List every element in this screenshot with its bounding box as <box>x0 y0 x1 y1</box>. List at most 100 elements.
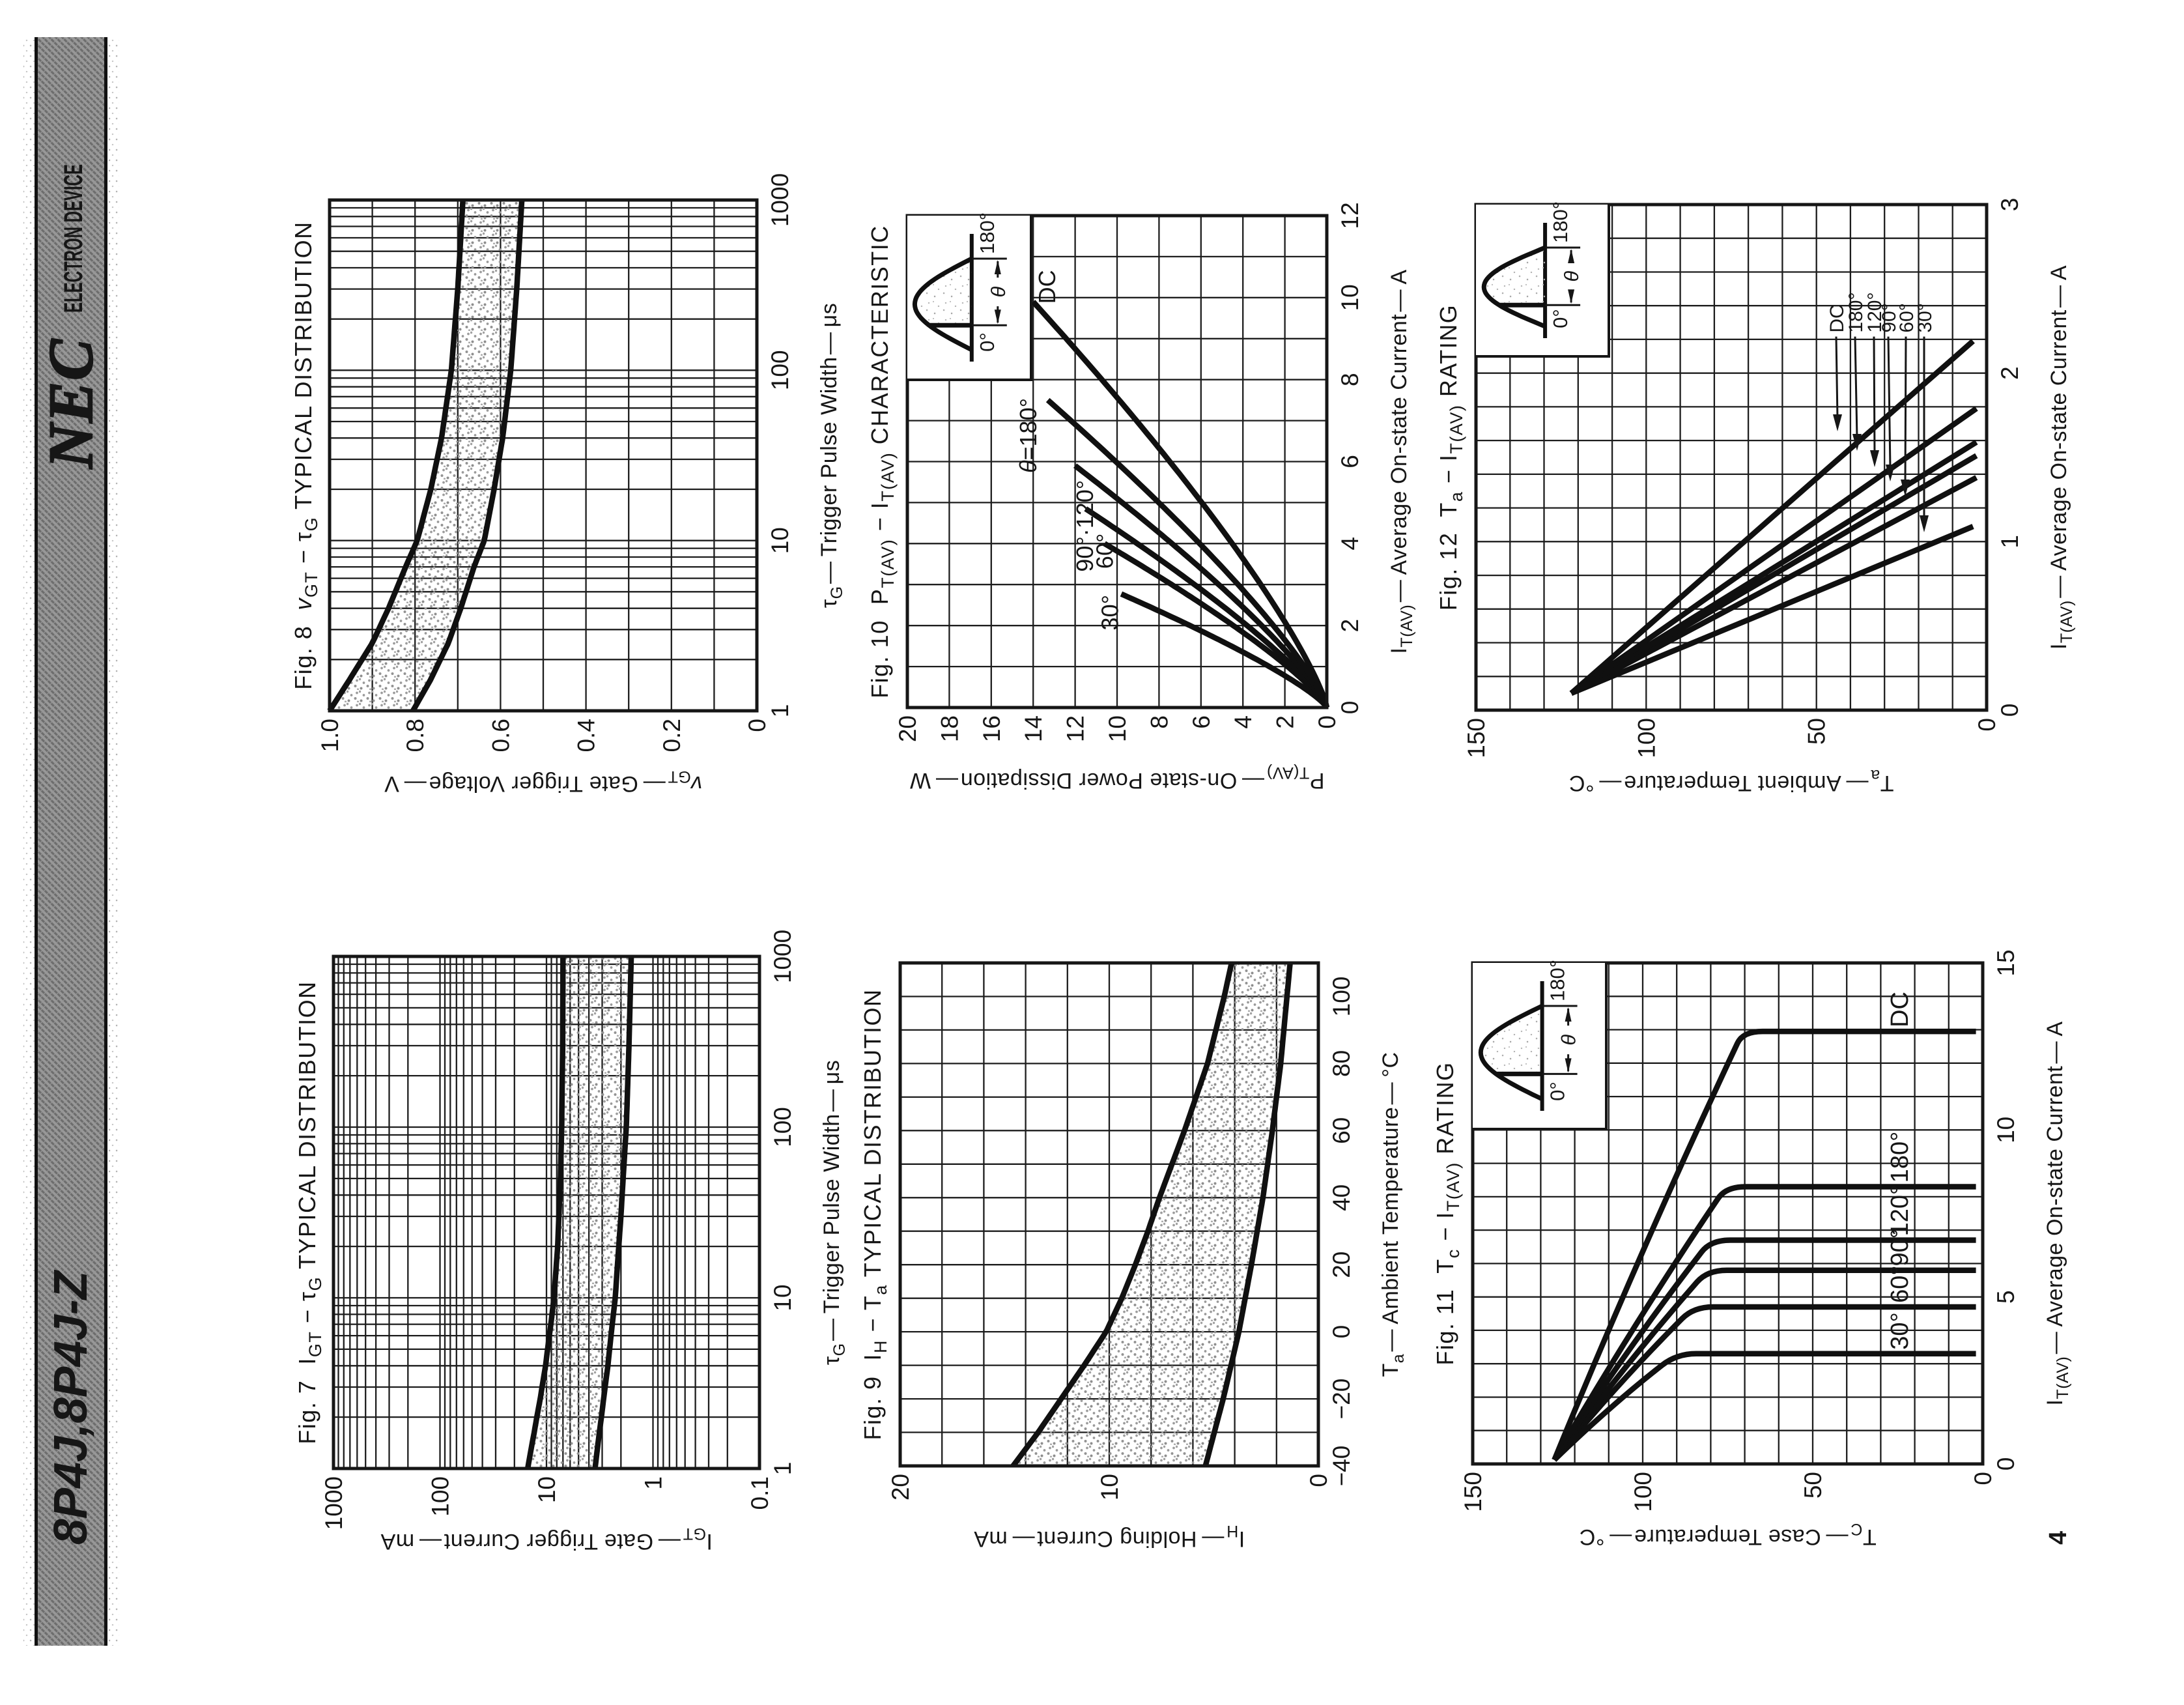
svg-text:1: 1 <box>1996 535 2023 549</box>
svg-text:60: 60 <box>1328 1117 1355 1144</box>
svg-text:Fig. 11 Tc​ − IT(AV)​ RATING: Fig. 11 Tc​ − IT(AV)​ RATING <box>1432 1061 1463 1365</box>
svg-text:0: 0 <box>1328 1325 1355 1339</box>
svg-text:θ: θ <box>1560 271 1583 282</box>
svg-text:8: 8 <box>1337 373 1363 386</box>
svg-text:90°: 90° <box>1886 1229 1914 1266</box>
svg-text:Fig. 8 vGT​ − τG​ TYPICAL DIS: Fig. 8 vGT​ − τG​ TYPICAL DISTRIBUTION <box>290 221 321 689</box>
svg-text:θ: θ <box>987 287 1010 298</box>
svg-text:0°: 0° <box>1546 1082 1569 1101</box>
svg-text:0.2: 0.2 <box>659 719 685 752</box>
svg-text:150: 150 <box>1463 718 1490 758</box>
svg-text:IT(AV)​ — Average On-state Cur: IT(AV)​ — Average On-state Current — A <box>2043 1021 2072 1405</box>
svg-text:10: 10 <box>769 1284 796 1311</box>
svg-text:8: 8 <box>1146 715 1172 729</box>
svg-text:0.6: 0.6 <box>487 719 514 752</box>
svg-text:180°: 180° <box>976 212 999 254</box>
svg-text:Ta​ — Ambient Temperature — °C: Ta​ — Ambient Temperature — °C <box>1568 766 1893 795</box>
svg-text:IT(AV)​ — Average On-state Cur: IT(AV)​ — Average On-state Current — A <box>2047 265 2076 650</box>
svg-text:Fig. 12 Ta​ − IT(AV)​ RATING: Fig. 12 Ta​ − IT(AV)​ RATING <box>1435 304 1466 610</box>
svg-text:60°: 60° <box>1896 303 1918 332</box>
svg-text:0.4: 0.4 <box>573 719 600 752</box>
svg-text:2: 2 <box>1272 715 1299 729</box>
svg-text:120°: 120° <box>1864 293 1886 333</box>
svg-text:TC​ — Case Temperature — °C: TC​ — Case Temperature — °C <box>1579 1520 1876 1549</box>
svg-text:180°: 180° <box>1549 201 1572 243</box>
svg-text:1.0: 1.0 <box>317 719 343 752</box>
svg-text:0.1: 0.1 <box>746 1476 773 1510</box>
svg-text:50: 50 <box>1800 1472 1826 1498</box>
svg-text:0: 0 <box>1314 715 1340 729</box>
svg-text:IH​ — Holding Current — mA: IH​ — Holding Current — mA <box>974 1522 1245 1551</box>
svg-text:1000: 1000 <box>769 930 796 983</box>
svg-text:IT(AV)​ — Average On-state Cur: IT(AV)​ — Average On-state Current — A <box>1387 269 1416 653</box>
svg-text:90°: 90° <box>1879 303 1900 332</box>
svg-text:14: 14 <box>1020 715 1047 742</box>
svg-text:DC: DC <box>1826 304 1848 332</box>
svg-text:0°: 0° <box>1549 309 1572 328</box>
svg-text:4: 4 <box>1337 537 1363 551</box>
svg-text:16: 16 <box>978 715 1005 742</box>
svg-text:2: 2 <box>1337 619 1363 633</box>
svg-text:IGT​ — Gate Trigger Current —: IGT​ — Gate Trigger Current — mA <box>380 1525 713 1554</box>
svg-text:8P4J,8P4J-Z: 8P4J,8P4J-Z <box>45 1269 97 1545</box>
svg-text:10: 10 <box>1993 1117 2019 1143</box>
svg-text:0: 0 <box>1305 1474 1332 1487</box>
svg-text:40: 40 <box>1328 1184 1355 1211</box>
svg-text:0.8: 0.8 <box>402 719 429 752</box>
svg-text:0: 0 <box>1974 718 2000 732</box>
svg-text:15: 15 <box>1993 949 2019 976</box>
svg-text:6: 6 <box>1188 715 1215 729</box>
svg-text:0: 0 <box>1337 701 1363 715</box>
svg-text:30°: 30° <box>1914 303 1936 332</box>
svg-text:vGT​ — Gate Trigger Voltage —: vGT​ — Gate Trigger Voltage — V <box>384 767 703 796</box>
svg-text:100: 100 <box>1328 977 1355 1017</box>
svg-text:Fig. 9 IH​ − Ta​ TYPICAL DIST: Fig. 9 IH​ − Ta​ TYPICAL DISTRIBUTION <box>859 988 890 1440</box>
svg-text:DC: DC <box>1886 992 1914 1027</box>
svg-text:0: 0 <box>1970 1472 1996 1485</box>
svg-text:180°: 180° <box>1546 960 1569 1001</box>
svg-text:1000: 1000 <box>320 1476 347 1530</box>
svg-text:1: 1 <box>640 1476 667 1490</box>
svg-text:0: 0 <box>744 719 771 732</box>
svg-text:90°·120°: 90°·120° <box>1071 480 1098 572</box>
svg-text:τG​ — Trigger Pulse Width — μs: τG​ — Trigger Pulse Width — μs <box>817 303 846 609</box>
svg-text:12: 12 <box>1337 202 1363 229</box>
svg-text:0: 0 <box>1993 1457 2019 1471</box>
svg-text:180°: 180° <box>1886 1132 1914 1183</box>
svg-text:−40: −40 <box>1328 1446 1355 1487</box>
svg-text:NEC: NEC <box>36 338 106 469</box>
svg-text:3: 3 <box>1996 198 2023 212</box>
svg-text:18: 18 <box>936 715 963 742</box>
svg-text:DC: DC <box>1034 270 1060 304</box>
svg-text:0: 0 <box>1996 704 2023 717</box>
svg-text:2: 2 <box>1996 366 2023 380</box>
svg-text:10: 10 <box>533 1476 560 1503</box>
svg-text:20: 20 <box>887 1474 914 1500</box>
svg-text:τG​ — Trigger Pulse Width — μs: τG​ — Trigger Pulse Width — μs <box>819 1060 849 1366</box>
svg-text:60°: 60° <box>1092 534 1118 569</box>
svg-text:60°: 60° <box>1886 1265 1914 1302</box>
svg-text:4: 4 <box>2045 1531 2072 1545</box>
svg-text:θ: θ <box>1557 1035 1580 1046</box>
svg-text:100: 100 <box>1633 718 1660 758</box>
svg-text:Fig. 7 IGT​ − τG​ TYPICAL DIS: Fig. 7 IGT​ − τG​ TYPICAL DISTRIBUTION <box>294 981 325 1444</box>
svg-text:100: 100 <box>769 1107 796 1147</box>
svg-text:50: 50 <box>1804 718 1830 745</box>
svg-text:120°: 120° <box>1886 1185 1914 1237</box>
svg-text:θ=180°: θ=180° <box>1015 398 1042 473</box>
svg-text:0°: 0° <box>976 332 999 352</box>
svg-text:Fig. 10 PT(AV)​ − IT(AV)​ CHA: Fig. 10 PT(AV)​ − IT(AV)​ CHARACTERISTIC <box>866 225 898 698</box>
svg-text:100: 100 <box>427 1476 454 1517</box>
svg-text:6: 6 <box>1337 455 1363 468</box>
svg-text:12: 12 <box>1062 715 1089 742</box>
svg-text:5: 5 <box>1993 1290 2019 1304</box>
svg-text:30°: 30° <box>1886 1312 1914 1349</box>
svg-text:1: 1 <box>767 704 793 718</box>
svg-text:−20: −20 <box>1328 1379 1355 1420</box>
svg-text:1: 1 <box>769 1462 796 1476</box>
svg-text:100: 100 <box>767 350 793 390</box>
svg-text:10: 10 <box>767 527 793 554</box>
svg-text:20: 20 <box>894 715 921 742</box>
svg-text:10: 10 <box>1096 1474 1123 1500</box>
svg-text:150: 150 <box>1460 1472 1486 1512</box>
